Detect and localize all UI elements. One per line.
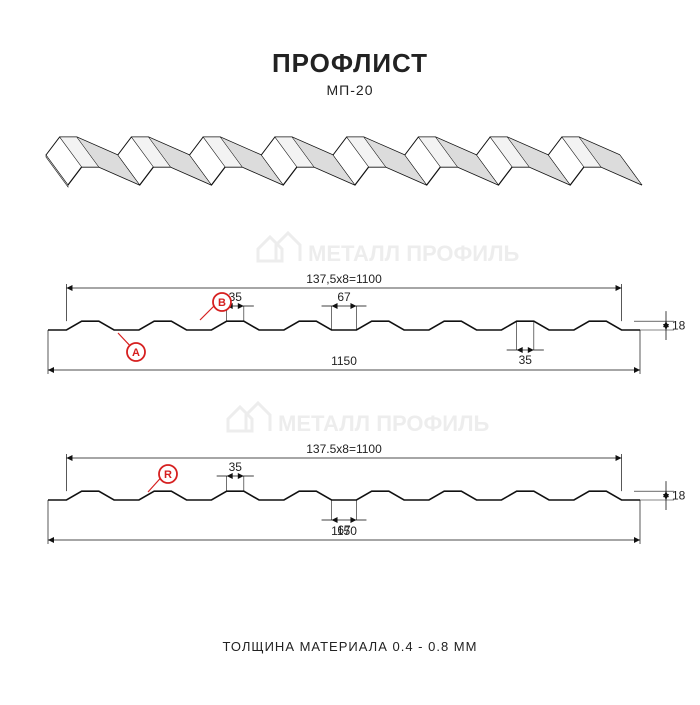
page: ПРОФЛИСТ МП-20 ТОЛЩИНА МАТЕРИАЛА 0.4 - 0… bbox=[0, 0, 700, 700]
dim-label: 18 bbox=[672, 489, 686, 503]
svg-text:B: B bbox=[218, 297, 226, 309]
svg-text:A: A bbox=[132, 347, 140, 359]
profile-lower bbox=[48, 491, 640, 500]
footer-note: ТОЛЩИНА МАТЕРИАЛА 0.4 - 0.8 ММ bbox=[0, 639, 700, 654]
profile-upper bbox=[48, 321, 640, 330]
svg-text:МЕТАЛЛ ПРОФИЛЬ: МЕТАЛЛ ПРОФИЛЬ bbox=[308, 241, 520, 266]
dim-label: 137,5x8=1100 bbox=[306, 272, 382, 286]
dim-label: 18 bbox=[672, 319, 686, 333]
dim-label: 1150 bbox=[331, 354, 357, 368]
svg-text:R: R bbox=[164, 469, 172, 481]
page-subtitle: МП-20 bbox=[0, 82, 700, 98]
diagram-canvas: МЕТАЛЛ ПРОФИЛЬ МЕТАЛЛ ПРОФИЛЬ 137,5x8=1100… bbox=[0, 0, 700, 700]
dim-label: 137.5x8=1100 bbox=[306, 442, 382, 456]
dim-label: 35 bbox=[519, 353, 533, 367]
page-title: ПРОФЛИСТ bbox=[0, 48, 700, 79]
dim-label: 67 bbox=[337, 290, 351, 304]
dim-label: 1150 bbox=[331, 524, 357, 538]
dim-label: 35 bbox=[229, 460, 243, 474]
svg-text:МЕТАЛЛ ПРОФИЛЬ: МЕТАЛЛ ПРОФИЛЬ bbox=[278, 411, 490, 436]
